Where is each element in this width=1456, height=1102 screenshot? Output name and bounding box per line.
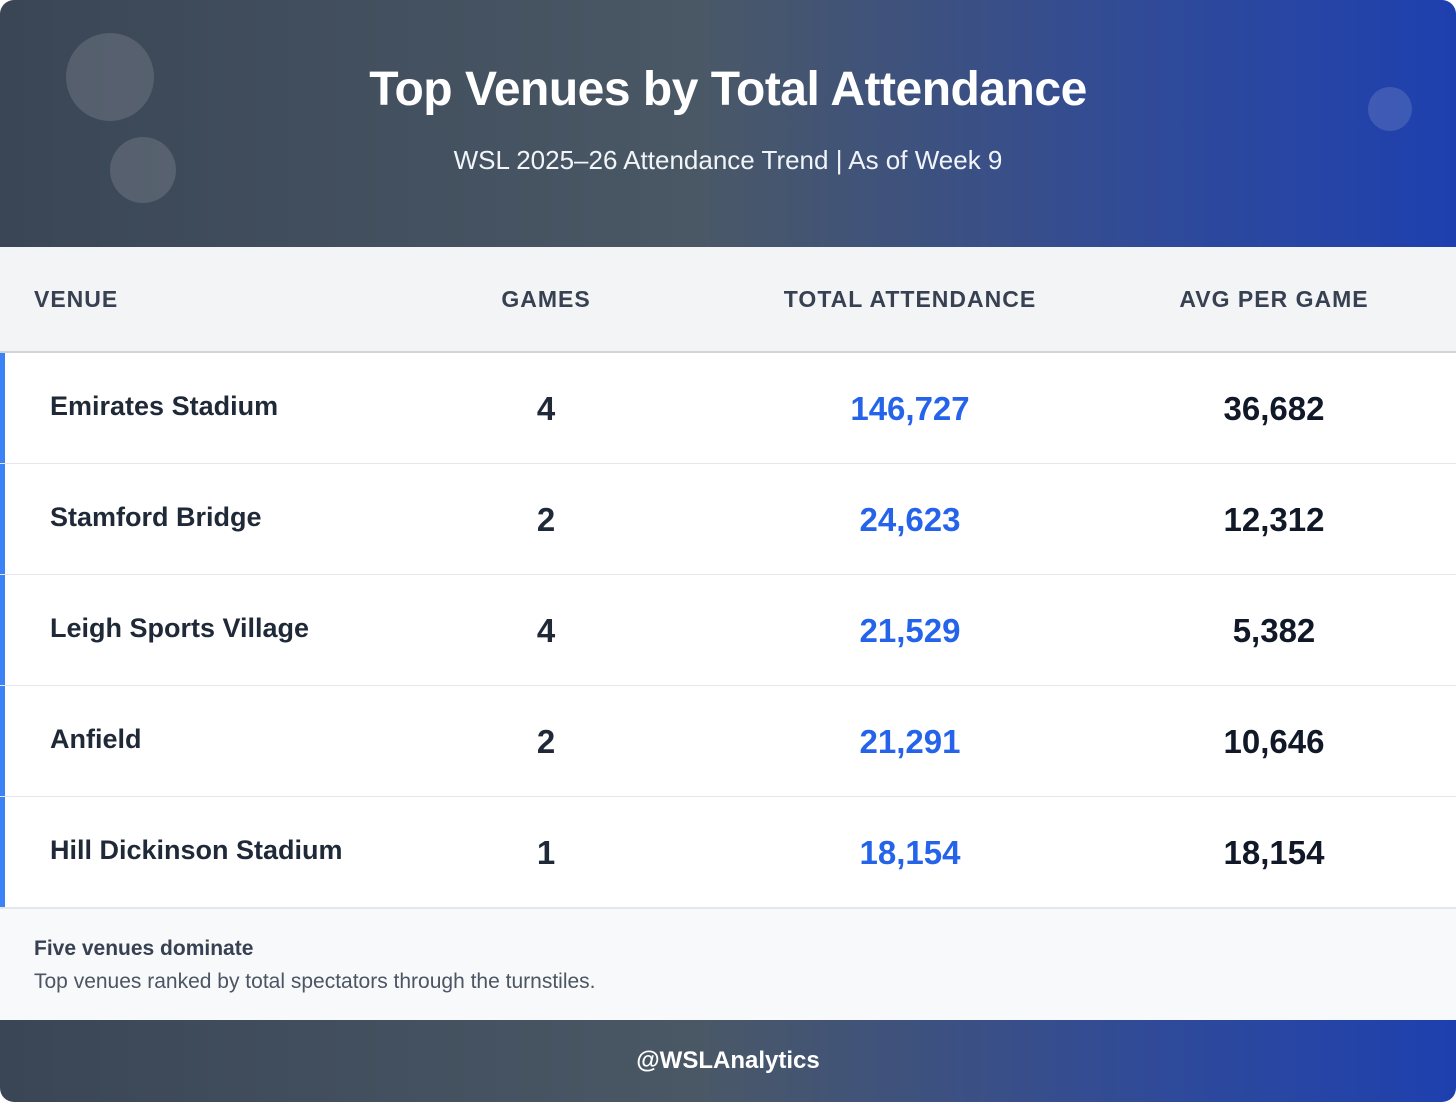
table-row: Anfield 2 21,291 10,646	[0, 686, 1456, 797]
table-row: Stamford Bridge 2 24,623 12,312	[0, 464, 1456, 575]
avg-per-game-cell: 10,646	[1223, 723, 1325, 760]
total-attendance-cell: 24,623	[859, 501, 961, 538]
footer-handle: @WSLAnalytics	[636, 1047, 820, 1074]
table-header: VENUE GAMES TOTAL ATTENDANCE AVG PER GAM…	[0, 247, 1456, 353]
total-attendance-cell: 21,291	[859, 723, 961, 760]
total-attendance-cell: 21,529	[859, 612, 961, 649]
games-cell: 4	[536, 390, 556, 427]
avg-per-game-cell: 18,154	[1223, 834, 1325, 871]
decorative-circle	[110, 137, 176, 203]
column-header-avg-per-game: AVG PER GAME	[1179, 286, 1369, 312]
avg-per-game-cell: 36,682	[1223, 390, 1325, 427]
games-cell: 2	[536, 501, 556, 538]
table-row: Hill Dickinson Stadium 1 18,154 18,154	[0, 797, 1456, 908]
venue-cell: Stamford Bridge	[50, 502, 262, 532]
games-cell: 2	[536, 723, 556, 760]
row-accent-bar	[0, 575, 5, 685]
row-accent-bar	[0, 686, 5, 796]
table-body: Emirates Stadium 4 146,727 36,682 Stamford B…	[0, 353, 1456, 908]
venue-cell: Emirates Stadium	[50, 391, 279, 421]
footer-banner: @WSLAnalytics	[0, 1020, 1456, 1102]
note-title: Five venues dominate	[34, 937, 254, 960]
decorative-circle	[1368, 87, 1412, 131]
avg-per-game-cell: 5,382	[1232, 612, 1316, 649]
decorative-circle	[66, 33, 154, 121]
venue-cell: Anfield	[50, 724, 142, 754]
venue-cell: Leigh Sports Village	[50, 613, 310, 643]
row-accent-bar	[0, 464, 5, 574]
row-accent-bar	[0, 353, 5, 463]
table-row: Leigh Sports Village 4 21,529 5,382	[0, 575, 1456, 686]
page-title: Top Venues by Total Attendance	[369, 63, 1087, 116]
games-cell: 4	[536, 612, 556, 649]
page-subtitle: WSL 2025–26 Attendance Trend | As of Wee…	[453, 145, 1003, 175]
row-accent-bar	[0, 797, 5, 907]
insight-note: Five venues dominate Top venues ranked b…	[0, 908, 1456, 1021]
avg-per-game-cell: 12,312	[1223, 501, 1325, 538]
header-banner: Top Venues by Total Attendance WSL 2025–…	[0, 0, 1456, 247]
table-row: Emirates Stadium 4 146,727 36,682	[0, 353, 1456, 464]
note-text: Top venues ranked by total spectators th…	[34, 970, 596, 993]
column-header-venue: VENUE	[34, 286, 119, 312]
column-header-games: GAMES	[501, 286, 591, 312]
games-cell: 1	[536, 834, 556, 871]
total-attendance-cell: 18,154	[859, 834, 961, 871]
venue-cell: Hill Dickinson Stadium	[50, 835, 343, 865]
total-attendance-cell: 146,727	[850, 390, 970, 427]
column-header-total-attendance: TOTAL ATTENDANCE	[783, 286, 1037, 312]
